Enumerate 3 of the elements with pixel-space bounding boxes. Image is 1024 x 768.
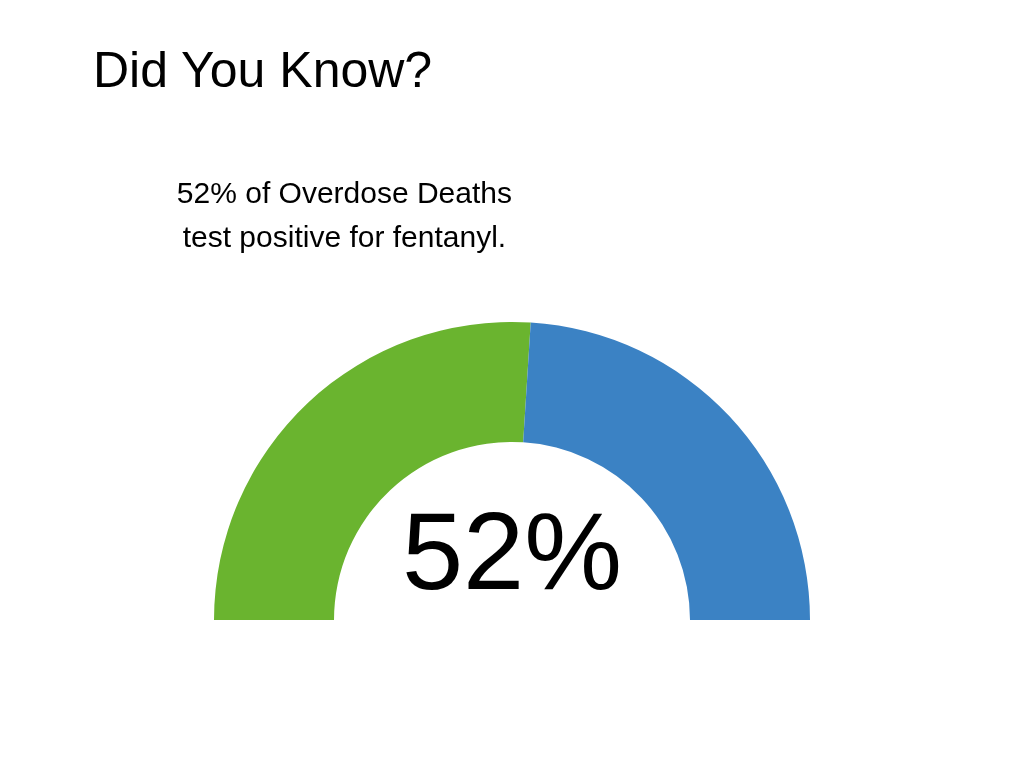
chart-title: Did You Know? bbox=[93, 42, 433, 98]
chart-subtitle: 52% of Overdose Deaths test positive for fentanyl. bbox=[176, 175, 512, 253]
data-label: 52% bbox=[401, 488, 623, 612]
